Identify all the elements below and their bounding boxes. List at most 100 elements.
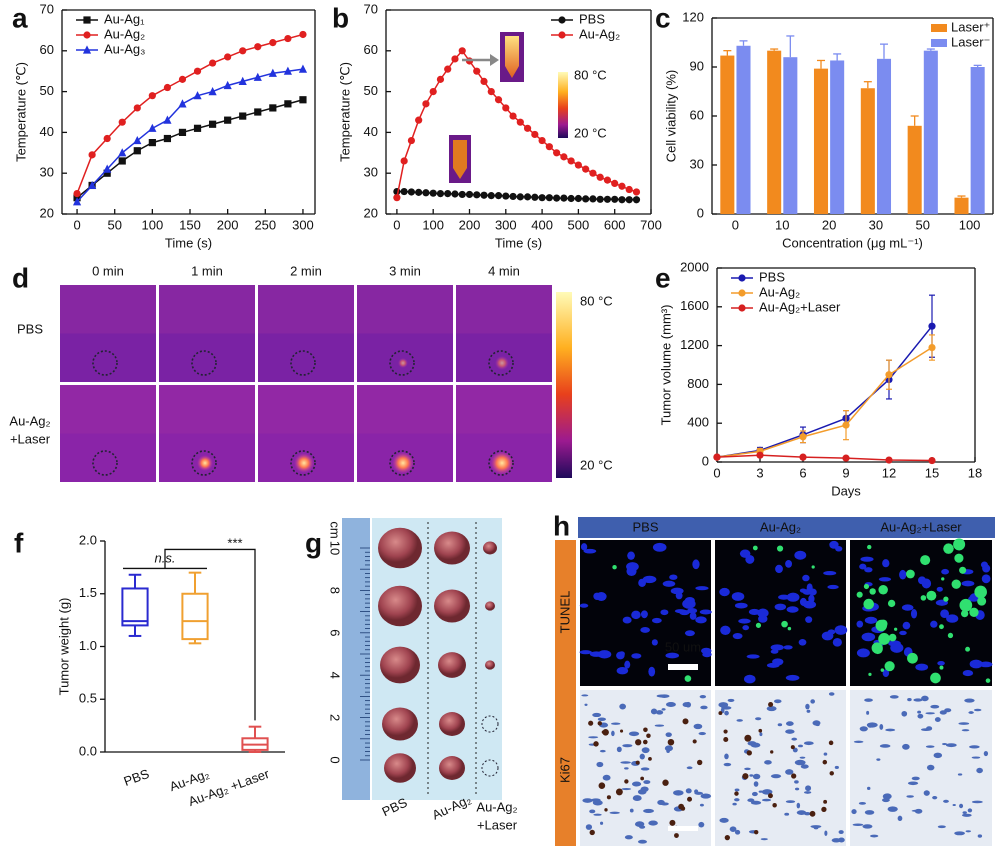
nucleus <box>699 803 704 807</box>
nucleus <box>746 654 760 659</box>
nucleus <box>734 798 740 802</box>
point <box>298 64 308 73</box>
inset-tube <box>505 36 519 78</box>
tumor <box>378 527 422 569</box>
legend-marker <box>558 31 566 39</box>
nucleus <box>800 764 809 769</box>
nucleus <box>810 825 822 828</box>
apoptotic-cell <box>943 596 949 602</box>
y-tick-label: 90 <box>690 58 704 73</box>
nucleus <box>882 793 892 800</box>
panel-label: e <box>655 262 671 293</box>
nucleus <box>624 835 633 840</box>
apoptotic-cell <box>781 620 788 628</box>
nucleus <box>599 749 606 753</box>
point <box>193 67 202 75</box>
nucleus <box>631 653 642 659</box>
ki67-positive <box>604 808 608 812</box>
nucleus <box>834 625 848 635</box>
x-tick-label: 50 <box>107 217 121 232</box>
apoptotic-cell <box>856 591 863 598</box>
ki67-positive <box>648 756 652 761</box>
nucleus <box>964 698 975 703</box>
nucleus <box>897 815 903 822</box>
nucleus <box>622 744 633 748</box>
point <box>239 47 247 55</box>
y-tick-label: 60 <box>690 107 704 122</box>
panel-label: f <box>14 527 24 558</box>
point <box>502 192 510 200</box>
legend-label: Laser⁻ <box>951 34 990 49</box>
x-tick-label: 100 <box>422 217 444 232</box>
thermal-shade <box>357 385 453 434</box>
ki67-positive <box>697 759 703 766</box>
tumor-outline <box>191 450 217 476</box>
point <box>603 176 612 184</box>
x-tick-label: 6 <box>799 465 806 480</box>
point <box>283 66 292 75</box>
ki67-positive <box>744 734 752 742</box>
x-tick-label: 50 <box>916 217 930 232</box>
nucleus <box>718 702 729 708</box>
nucleus <box>588 736 599 739</box>
tumor-outline <box>389 350 415 376</box>
hot-spot <box>294 453 314 473</box>
ki67-positive <box>667 738 675 746</box>
nucleus <box>582 798 593 803</box>
nucleus <box>652 542 667 552</box>
nucleus <box>650 708 658 715</box>
nucleus <box>930 620 938 628</box>
nucleus <box>611 722 621 725</box>
nucleus <box>917 713 924 719</box>
nucleus <box>965 830 972 833</box>
point <box>103 134 111 143</box>
legend-marker <box>83 31 91 39</box>
y-tick-label: 30 <box>364 165 378 180</box>
nucleus <box>940 609 950 619</box>
x-tick-label: 9 <box>842 465 849 480</box>
point <box>239 112 247 120</box>
nucleus <box>805 703 810 710</box>
y-tick-label: 400 <box>687 415 709 430</box>
x-tick-label: 20 <box>822 217 836 232</box>
nucleus <box>934 717 941 722</box>
point <box>574 161 582 169</box>
point <box>928 322 936 330</box>
inset-tube <box>453 140 467 179</box>
ruler-label: 6 <box>328 629 343 636</box>
nucleus <box>911 776 920 781</box>
legend-label: PBS <box>579 11 605 26</box>
nucleus <box>611 730 615 737</box>
legend-marker <box>558 16 566 24</box>
tunel-image <box>850 540 992 686</box>
nucleus <box>584 703 588 706</box>
row-label: Au-Ag₂ <box>9 413 50 428</box>
ki67-positive <box>723 729 728 734</box>
nucleus <box>979 661 993 668</box>
point <box>632 196 641 204</box>
nucleus <box>977 834 983 838</box>
nucleus <box>899 569 907 580</box>
nucleus <box>879 744 891 748</box>
nucleus <box>882 669 890 678</box>
nucleus <box>731 592 745 601</box>
nucleus <box>585 824 593 830</box>
nucleus <box>778 594 790 600</box>
nucleus <box>724 753 729 760</box>
colorbar-label: 80 °C <box>574 67 607 82</box>
point <box>480 77 488 85</box>
time-label: 3 min <box>389 263 421 278</box>
ki67-positive <box>674 833 679 838</box>
point <box>523 124 532 132</box>
nucleus <box>962 670 974 677</box>
apoptotic-cell <box>863 598 875 610</box>
nucleus <box>907 698 912 702</box>
scale-bar-label: 50 um <box>665 639 701 654</box>
y-tick-label: 70 <box>364 1 378 16</box>
nucleus <box>851 809 857 815</box>
point <box>516 193 524 201</box>
bar <box>767 50 782 214</box>
nucleus <box>796 802 801 809</box>
nucleus <box>695 616 707 624</box>
nucleus <box>914 808 923 814</box>
